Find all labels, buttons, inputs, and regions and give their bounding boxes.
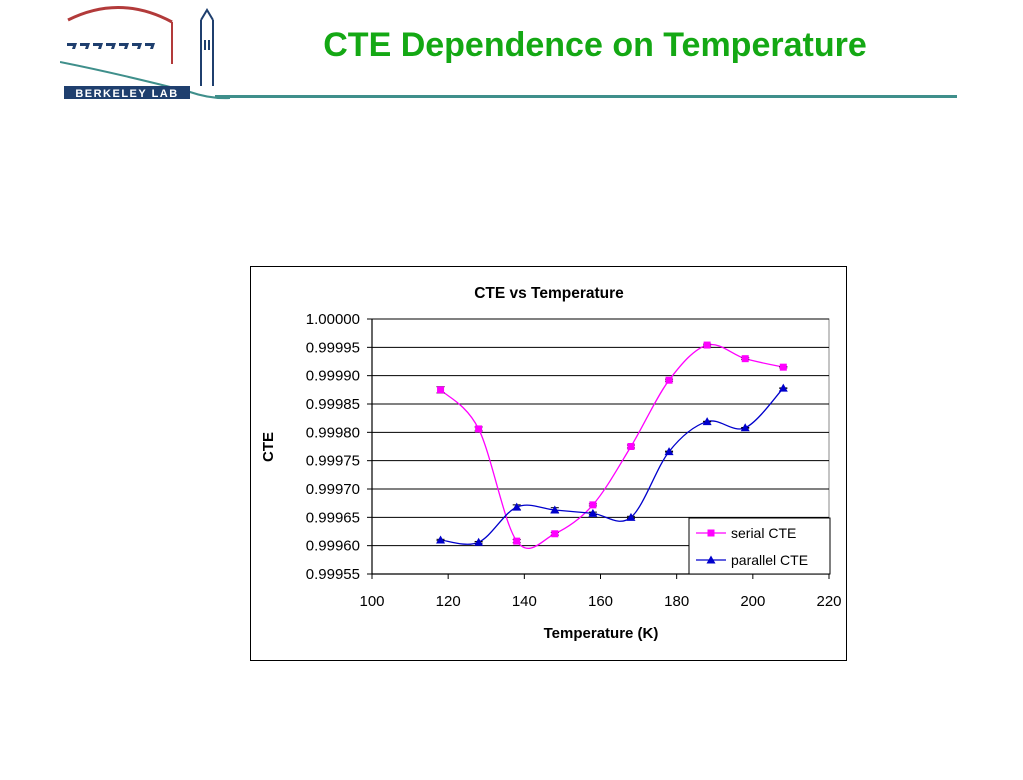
x-tick-label: 100 bbox=[359, 593, 384, 610]
legend: serial CTE parallel CTE bbox=[688, 517, 831, 575]
y-tick-label: 0.99990 bbox=[306, 368, 360, 385]
series-parallel-cte bbox=[436, 383, 788, 546]
legend-marker bbox=[706, 555, 716, 564]
x-tick-label: 140 bbox=[512, 593, 537, 610]
slide-title: CTE Dependence on Temperature bbox=[323, 26, 867, 64]
y-tick-label: 0.99960 bbox=[306, 538, 360, 555]
y-tick-label: 1.00000 bbox=[306, 311, 360, 328]
data-point bbox=[550, 505, 560, 514]
data-point bbox=[513, 537, 521, 545]
y-tick-label: 0.99970 bbox=[306, 481, 360, 498]
data-point bbox=[664, 447, 674, 456]
data-point bbox=[740, 423, 750, 432]
y-tick-label: 0.99985 bbox=[306, 396, 360, 413]
data-point bbox=[741, 355, 749, 363]
logo-wordmark: BERKELEY LAB bbox=[75, 88, 178, 100]
cte-chart: CTE vs Temperature 0.99955 0.99960 0.99965… bbox=[260, 285, 842, 642]
data-point bbox=[703, 341, 711, 349]
legend-label: serial CTE bbox=[731, 525, 796, 541]
data-point bbox=[437, 386, 445, 394]
data-point bbox=[589, 501, 597, 509]
x-axis-title: Temperature (K) bbox=[544, 625, 659, 642]
data-point bbox=[702, 417, 712, 426]
header-rule bbox=[215, 95, 957, 98]
data-point bbox=[778, 383, 788, 392]
data-point bbox=[779, 363, 787, 371]
legend-box bbox=[688, 517, 831, 575]
y-tick-label: 0.99965 bbox=[306, 509, 360, 526]
y-tick-label: 0.99975 bbox=[306, 453, 360, 470]
y-tick-label: 0.99995 bbox=[306, 339, 360, 356]
y-tick-label: 0.99980 bbox=[306, 424, 360, 441]
series-line bbox=[440, 343, 784, 549]
y-tick-label: 0.99955 bbox=[306, 566, 360, 583]
data-point bbox=[512, 502, 522, 511]
chart-frame: CTE vs Temperature 0.99955 0.99960 0.99965… bbox=[250, 266, 847, 661]
data-point bbox=[665, 376, 673, 384]
data-point bbox=[436, 535, 446, 544]
data-point bbox=[475, 425, 483, 433]
data-point bbox=[588, 508, 598, 517]
berkeley-lab-logo: BERKELEY LAB bbox=[60, 6, 230, 100]
series-line bbox=[440, 387, 784, 545]
x-tick-label: 200 bbox=[740, 593, 765, 610]
x-tick-label: 180 bbox=[664, 593, 689, 610]
legend-marker bbox=[707, 529, 715, 537]
x-tick-label: 120 bbox=[436, 593, 461, 610]
x-tick-label: 160 bbox=[588, 593, 613, 610]
x-tick-label: 220 bbox=[816, 593, 841, 610]
data-point bbox=[474, 537, 484, 546]
data-point bbox=[627, 443, 635, 450]
legend-label: parallel CTE bbox=[731, 552, 808, 568]
y-axis-title: CTE bbox=[260, 432, 277, 462]
data-point bbox=[626, 512, 636, 521]
chart-title: CTE vs Temperature bbox=[474, 285, 624, 302]
series-serial-cte bbox=[436, 341, 788, 549]
data-point bbox=[551, 530, 559, 538]
